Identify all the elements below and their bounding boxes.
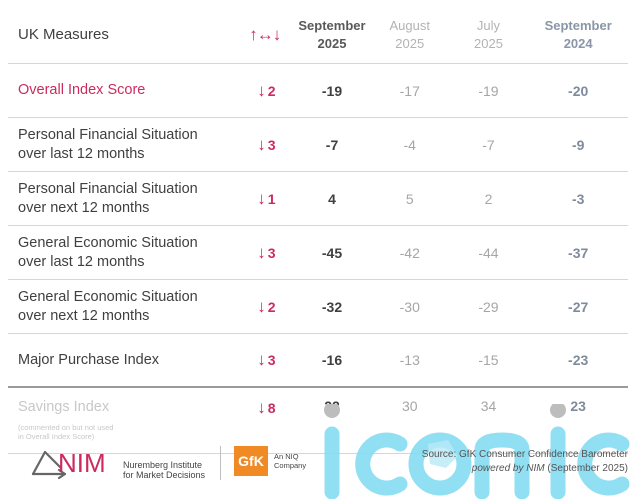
col-header-jul-2025: July 2025 — [474, 17, 503, 51]
savings-row: Savings Index (commented on but not used… — [8, 388, 628, 454]
value-sep-2024: -3 — [571, 190, 585, 207]
arrow-down-icon: ↓ — [257, 80, 266, 100]
savings-note: (commented on but not used in Overall Ind… — [18, 423, 114, 441]
row-label: General Economic Situation over last 12 m… — [18, 234, 198, 270]
arrow-down-icon: ↓ — [257, 242, 266, 262]
table-row: General Economic Situation over last 12 m… — [8, 226, 628, 280]
value-sep-2025: 4 — [328, 190, 336, 207]
change-indicator: ↓ 1 — [257, 188, 276, 208]
arrow-down-icon: ↓ — [257, 350, 266, 369]
arrow-down-icon: ↓ — [257, 398, 266, 417]
value-sep-2024: -23 — [568, 352, 589, 368]
value-jul-2025: -44 — [478, 244, 499, 261]
value-aug-2025: -30 — [399, 298, 420, 315]
change-indicator: ↓ 3 — [257, 350, 276, 369]
value-jul-2025: 2 — [484, 190, 493, 207]
row-label: Personal Financial Situation over next 12… — [18, 180, 198, 216]
nim-logo-icon — [31, 450, 67, 480]
value-aug-2025: -13 — [399, 352, 420, 368]
row-label: Major Purchase Index — [18, 351, 160, 368]
value-jul-2025: -15 — [478, 352, 499, 368]
col-header-sep-2025: September 2025 — [298, 17, 366, 51]
change-arrows-icon: ↑↔↓ — [249, 24, 281, 44]
table-row: Major Purchase Index ↓ 3 -16 -13 -15 -23 — [8, 334, 628, 388]
iconic-watermark-logo — [324, 404, 630, 499]
value-sep-2025: -16 — [321, 352, 343, 368]
col-header-aug-2025: August 2025 — [389, 17, 430, 51]
value-aug-2025: -17 — [399, 82, 420, 99]
change-indicator: ↓ 3 — [257, 134, 276, 154]
change-indicator: ↓ 3 — [257, 242, 276, 262]
value-aug-2025: -4 — [403, 136, 416, 153]
value-jul-2025: -29 — [478, 298, 499, 315]
change-indicator: ↓ 2 — [257, 80, 276, 100]
footer: NIM Nuremberg Institute for Market Decisi… — [0, 430, 640, 499]
arrow-down-icon: ↓ — [257, 134, 266, 154]
value-jul-2025: -7 — [482, 136, 495, 153]
value-aug-2025: 5 — [405, 190, 414, 207]
arrow-down-icon: ↓ — [257, 296, 266, 316]
table-row: Personal Financial Situation over next 12… — [8, 172, 628, 226]
source-note: Source: GfK Consumer Confidence Baromete… — [421, 449, 628, 474]
col-header-sep-2024: September 2024 — [544, 17, 612, 51]
table-row: Personal Financial Situation over last 12… — [8, 118, 628, 172]
nim-wordmark: NIM — [58, 448, 106, 478]
value-sep-2024: 23 — [570, 398, 586, 414]
row-label: Personal Financial Situation over last 12… — [18, 126, 198, 162]
value-sep-2024: -37 — [568, 244, 589, 261]
value-sep-2024: -27 — [568, 298, 589, 315]
table-row: Overall Index Score ↓ 2 -19 -17 -19 -20 — [8, 64, 628, 118]
change-indicator: ↓ 8 — [257, 398, 276, 417]
savings-label: Savings Index (commented on but not used… — [8, 398, 235, 441]
value-jul-2025: 34 — [480, 398, 497, 414]
change-indicator: ↓ 2 — [257, 296, 276, 316]
value-sep-2024: -9 — [571, 136, 585, 153]
header-label: UK Measures — [18, 26, 109, 43]
row-label: General Economic Situation over next 12 m… — [18, 288, 198, 324]
gfk-subtitle: An NIQ Company — [274, 452, 307, 470]
arrow-down-icon: ↓ — [257, 188, 266, 208]
table-row: General Economic Situation over next 12 m… — [8, 280, 628, 334]
value-aug-2025: -42 — [399, 244, 420, 261]
value-sep-2025: -45 — [321, 244, 343, 261]
value-sep-2024: -20 — [568, 82, 589, 99]
value-sep-2025: -7 — [325, 136, 339, 153]
value-sep-2025: -32 — [321, 298, 343, 315]
row-label: Overall Index Score — [18, 82, 146, 98]
uk-measures-table: UK Measures ↑↔↓ September 2025 August 2025… — [8, 6, 628, 454]
nim-subtitle: Nuremberg Institute for Market Decisions — [123, 460, 206, 480]
value-aug-2025: 30 — [401, 398, 418, 414]
value-jul-2025: -19 — [478, 82, 499, 99]
gfk-logo: GfK — [234, 446, 268, 476]
table-header: UK Measures ↑↔↓ September 2025 August 2025… — [8, 6, 628, 64]
logo-divider — [220, 446, 221, 480]
value-sep-2025: -19 — [321, 82, 343, 99]
